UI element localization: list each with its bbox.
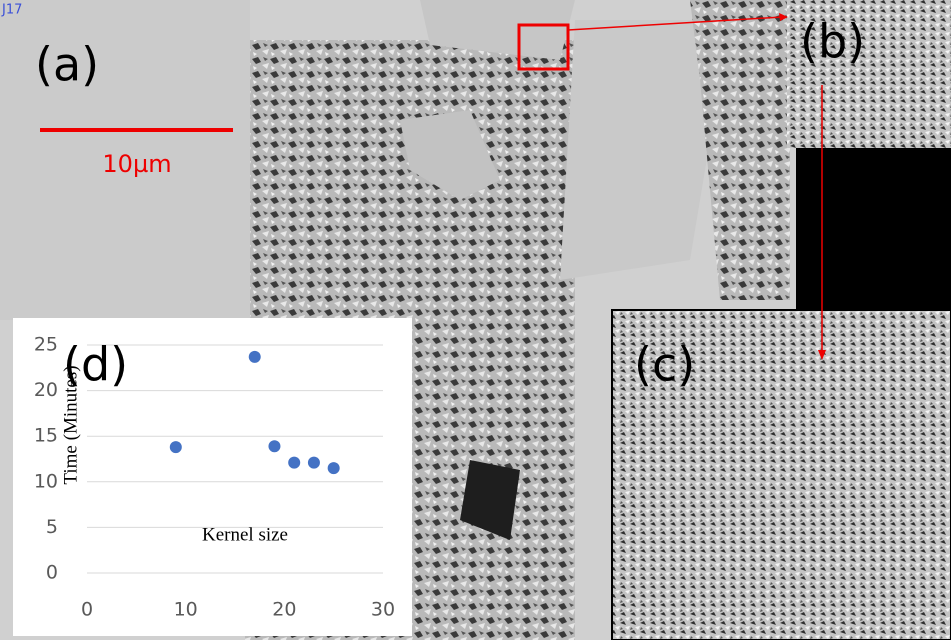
y-tick-label: 15 — [34, 425, 58, 447]
panel-label: (a) — [35, 38, 99, 92]
point — [170, 441, 182, 453]
black-region — [796, 148, 951, 310]
x-tick-label: 20 — [272, 599, 296, 621]
point — [268, 440, 280, 452]
point — [308, 457, 320, 469]
panel-label: (c) — [634, 338, 695, 392]
figure: 10µm J17 (a) (b) (c) 0 5 10 15 20 25 0 10 20 30 Ke… — [0, 0, 951, 640]
x-axis-title: Kernel size — [202, 524, 288, 545]
y-tick-label: 25 — [34, 334, 58, 356]
panel-label: (b) — [800, 15, 865, 69]
x-tick-label: 10 — [174, 599, 198, 621]
point — [249, 351, 261, 363]
point — [328, 462, 340, 474]
y-tick-label: 5 — [46, 516, 58, 538]
page: {"figure_text": {"corner_tag": "J17", "l… — [0, 0, 951, 640]
scale-bar-label: 10µm — [102, 150, 171, 178]
x-tick-label: 0 — [81, 599, 93, 621]
corner-tag: J17 — [1, 3, 22, 18]
x-tick-label: 30 — [371, 599, 395, 621]
y-tick-label: 20 — [34, 379, 58, 401]
y-tick-label: 10 — [34, 470, 58, 492]
point — [288, 457, 300, 469]
y-tick-label: 0 — [46, 562, 58, 584]
panel-label: (d) — [63, 338, 128, 392]
